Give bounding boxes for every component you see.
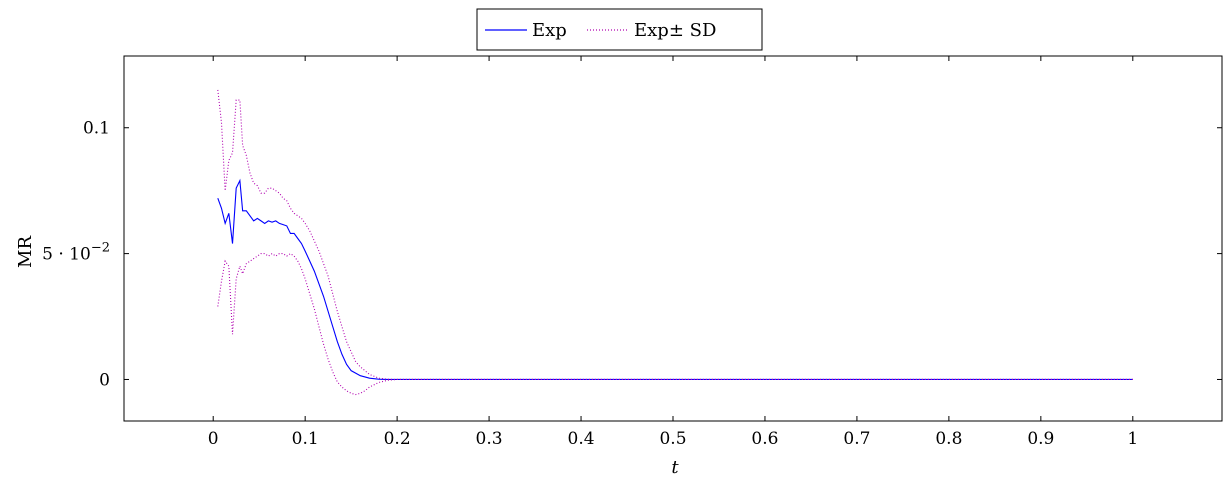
x-tick-label: 0.4 [568,429,595,449]
sd-upper-line [217,89,1133,381]
x-tick-label: 0.5 [659,429,686,449]
exp-line [217,178,1133,381]
x-tick-label: 0 [208,429,219,449]
x-tick-label: 0.8 [935,429,962,449]
legend-label-exp: Exp [532,20,567,41]
y-axis-title: MR [15,236,36,268]
x-tick-label: 1 [1127,429,1138,449]
y-tick-label: 0.1 [83,119,110,139]
y-tick-label: 5 · 10−2 [42,241,110,265]
legend: Exp Exp± SD [476,8,763,51]
x-axis-title: t [671,457,679,478]
y-tick-label: 0 [99,370,110,390]
x-tick-label: 0.1 [292,429,319,449]
x-tick-label: 0.2 [384,429,411,449]
x-tick-label: 0.6 [751,429,778,449]
x-tick-label: 0.7 [843,429,870,449]
axes-layer: 0 0.1 0.2 0.3 0.4 0.5 0.6 0.7 0.8 0.9 1 0 5 · 10−2 0.… [42,55,1223,449]
plot-area [217,89,1133,396]
sd-lower-line [217,252,1133,396]
x-tick-label: 0.3 [476,429,503,449]
plot-frame [123,55,1223,422]
legend-label-sd: Exp± SD [634,20,716,41]
x-tick-label: 0.9 [1027,429,1054,449]
